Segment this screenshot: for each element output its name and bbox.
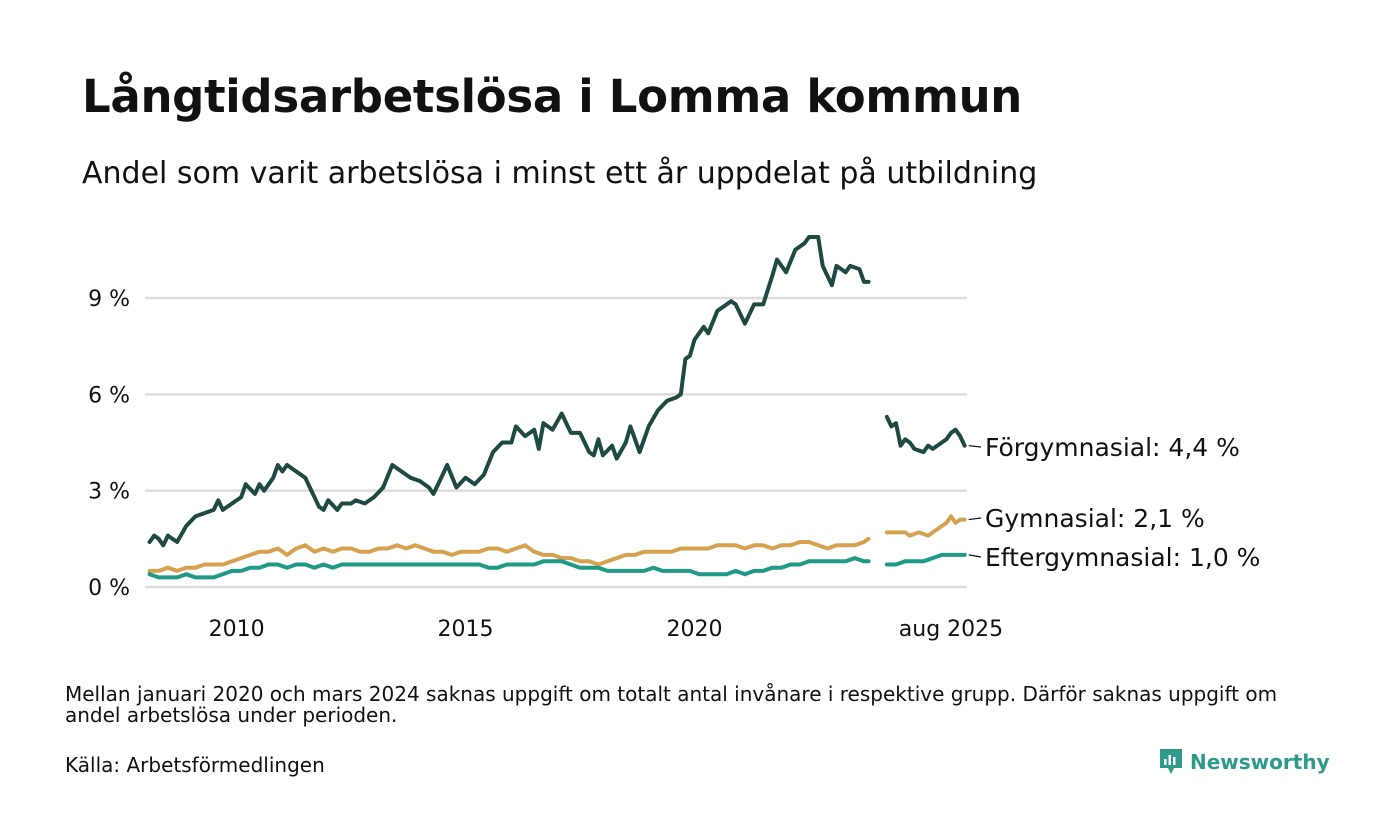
y-tick-label: 0 % [88,576,130,601]
series-end-label: Eftergymnasial: 1,0 % [985,543,1260,572]
series-end-labels: Förgymnasial: 4,4 % Gymnasial: 2,1 % Efter… [968,433,1260,572]
series-line-gymnasial [884,514,967,538]
series-line-eftergymnasial [884,552,967,567]
y-tick-label: 3 % [88,480,130,505]
series-line-eftergymnasial [147,556,871,580]
series-end-label: Gymnasial: 2,1 % [985,504,1205,533]
brand-logo[interactable]: Newsworthy [1159,748,1330,776]
x-axis-tick-labels: 2010 2015 2020 aug 2025 [209,617,1004,642]
y-axis-tick-labels: 0 % 3 % 6 % 9 % [88,287,130,601]
newsworthy-logo-icon [1160,749,1182,774]
label-leader-line [968,445,982,448]
footnote: Mellan januari 2020 och mars 2024 saknas… [65,682,1278,727]
chart-subtitle: Andel som varit arbetslösa i minst ett å… [82,156,1038,191]
x-tick-label: 2020 [667,617,723,642]
label-leader-line [968,517,982,521]
y-tick-label: 9 % [88,287,130,312]
x-tick-label: aug 2025 [899,617,1003,642]
source-credit: Källa: Arbetsförmedlingen [65,753,325,777]
series-line-gymnasial [147,536,871,573]
x-tick-label: 2015 [438,617,494,642]
brand-name: Newsworthy [1190,750,1330,774]
chart-title: Långtidsarbetslösa i Lomma kommun [82,70,1023,123]
y-tick-label: 6 % [88,383,130,408]
series-lines [147,235,967,580]
x-tick-label: 2010 [209,617,265,642]
grid-lines [145,296,967,589]
series-end-label: Förgymnasial: 4,4 % [985,433,1240,462]
label-leader-line [968,554,982,558]
series-line-förgymnasial [884,414,967,455]
line-chart: 0 % 3 % 6 % 9 % 2010 2015 2020 aug 2025 Förgym… [88,235,1260,642]
series-line-förgymnasial [147,235,871,548]
